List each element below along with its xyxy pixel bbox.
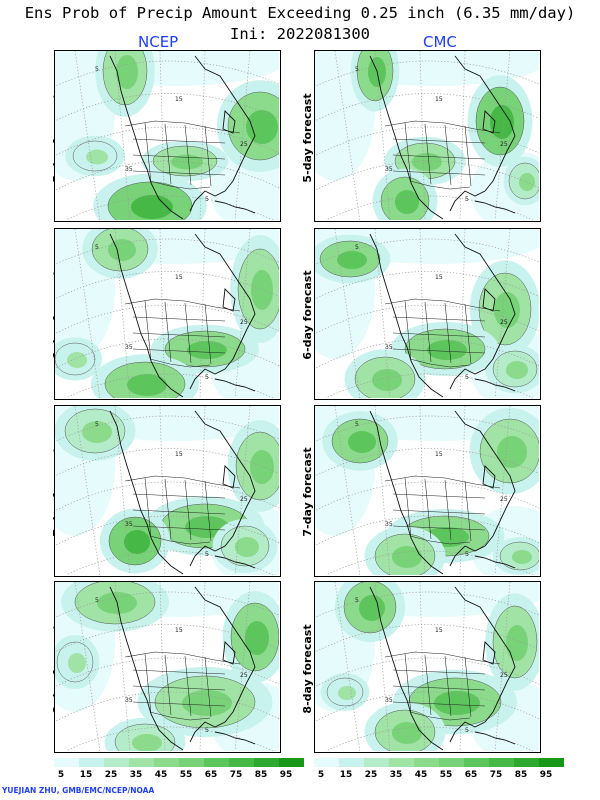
legend-label: 15	[339, 770, 353, 780]
legend-label: 95	[539, 770, 553, 780]
legend-label: 25	[364, 770, 378, 780]
map-panel-ncep-6day: 5 15 25 35 5	[54, 228, 281, 400]
legend-swatch	[339, 758, 364, 767]
legend-swatch	[104, 758, 129, 767]
svg-text:15: 15	[435, 274, 443, 281]
svg-text:5: 5	[95, 597, 99, 604]
svg-text:5: 5	[465, 374, 469, 381]
legend-label: 45	[154, 770, 168, 780]
map-panel-ncep-8day: 5 15 25 35 5	[54, 581, 281, 753]
legend-swatch	[79, 758, 104, 767]
legend-swatch	[54, 758, 79, 767]
legend-label: 85	[514, 770, 528, 780]
svg-text:15: 15	[435, 451, 443, 458]
figure-title: Ens Prob of Precip Amount Exceeding 0.25…	[24, 4, 576, 22]
legend-label: 55	[179, 770, 193, 780]
svg-text:35: 35	[385, 344, 393, 351]
svg-text:35: 35	[385, 697, 393, 704]
svg-text:35: 35	[385, 166, 393, 173]
map-panel-cmc-7day: 5 15 25 35 5	[314, 405, 541, 577]
svg-text:35: 35	[385, 521, 393, 528]
svg-text:25: 25	[240, 141, 248, 148]
legend-swatch	[129, 758, 154, 767]
svg-text:25: 25	[240, 496, 248, 503]
svg-text:5: 5	[355, 597, 359, 604]
svg-text:5: 5	[355, 421, 359, 428]
legend-label: 25	[104, 770, 118, 780]
credit-line: YUEJIAN ZHU, GMB/EMC/NCEP/NOAA	[2, 786, 155, 795]
legend-swatch	[389, 758, 414, 767]
svg-text:5: 5	[205, 727, 209, 734]
svg-text:5: 5	[355, 66, 359, 73]
legend-label: 15	[79, 770, 93, 780]
svg-text:15: 15	[175, 274, 183, 281]
legend-swatch	[254, 758, 279, 767]
legend-label: 5	[57, 770, 65, 780]
legend-swatch	[179, 758, 204, 767]
map-panel-cmc-6day: 5 15 25 35 5	[314, 228, 541, 400]
color-legend	[54, 758, 564, 767]
svg-text:15: 15	[435, 96, 443, 103]
legend-swatch	[279, 758, 304, 767]
svg-text:15: 15	[175, 96, 183, 103]
svg-text:15: 15	[175, 451, 183, 458]
svg-text:5: 5	[465, 551, 469, 558]
svg-text:5: 5	[355, 244, 359, 251]
svg-text:25: 25	[500, 672, 508, 679]
legend-swatch	[204, 758, 229, 767]
legend-swatch	[439, 758, 464, 767]
svg-text:25: 25	[500, 319, 508, 326]
legend-label: 45	[414, 770, 428, 780]
legend-swatch	[489, 758, 514, 767]
svg-text:25: 25	[500, 141, 508, 148]
legend-swatch	[314, 758, 339, 767]
svg-text:5: 5	[205, 551, 209, 558]
legend-label: 85	[254, 770, 268, 780]
column-header-cmc: CMC	[423, 33, 457, 51]
svg-text:15: 15	[175, 627, 183, 634]
legend-label: 5	[317, 770, 325, 780]
legend-swatch	[539, 758, 564, 767]
legend-swatch	[414, 758, 439, 767]
init-time: Ini: 2022081300	[230, 25, 370, 43]
svg-text:35: 35	[125, 521, 133, 528]
legend-label: 35	[129, 770, 143, 780]
svg-text:35: 35	[125, 697, 133, 704]
svg-text:35: 35	[125, 344, 133, 351]
svg-text:25: 25	[240, 672, 248, 679]
legend-label: 75	[229, 770, 243, 780]
map-panel-ncep-5day: 5 15 25 35 5	[54, 50, 281, 222]
legend-swatch	[464, 758, 489, 767]
svg-text:15: 15	[435, 627, 443, 634]
map-panel-cmc-8day: 5 15 25 35 5	[314, 581, 541, 753]
svg-text:5: 5	[95, 66, 99, 73]
legend-swatch	[229, 758, 254, 767]
map-panel-cmc-5day: 5 15 25 35 5	[314, 50, 541, 222]
svg-text:5: 5	[95, 244, 99, 251]
legend-swatch	[154, 758, 179, 767]
legend-swatch	[364, 758, 389, 767]
map-panel-ncep-7day: 5 15 25 35 5	[54, 405, 281, 577]
svg-text:5: 5	[465, 727, 469, 734]
legend-label: 75	[489, 770, 503, 780]
svg-text:5: 5	[205, 374, 209, 381]
legend-label: 55	[439, 770, 453, 780]
legend-label: 95	[279, 770, 293, 780]
svg-text:25: 25	[240, 319, 248, 326]
legend-swatch	[514, 758, 539, 767]
svg-text:25: 25	[500, 496, 508, 503]
svg-text:5: 5	[95, 421, 99, 428]
legend-label: 35	[389, 770, 403, 780]
svg-text:5: 5	[465, 196, 469, 203]
column-header-ncep: NCEP	[138, 33, 179, 51]
svg-text:35: 35	[125, 166, 133, 173]
svg-text:5: 5	[205, 196, 209, 203]
legend-label: 65	[204, 770, 218, 780]
legend-label: 65	[464, 770, 478, 780]
